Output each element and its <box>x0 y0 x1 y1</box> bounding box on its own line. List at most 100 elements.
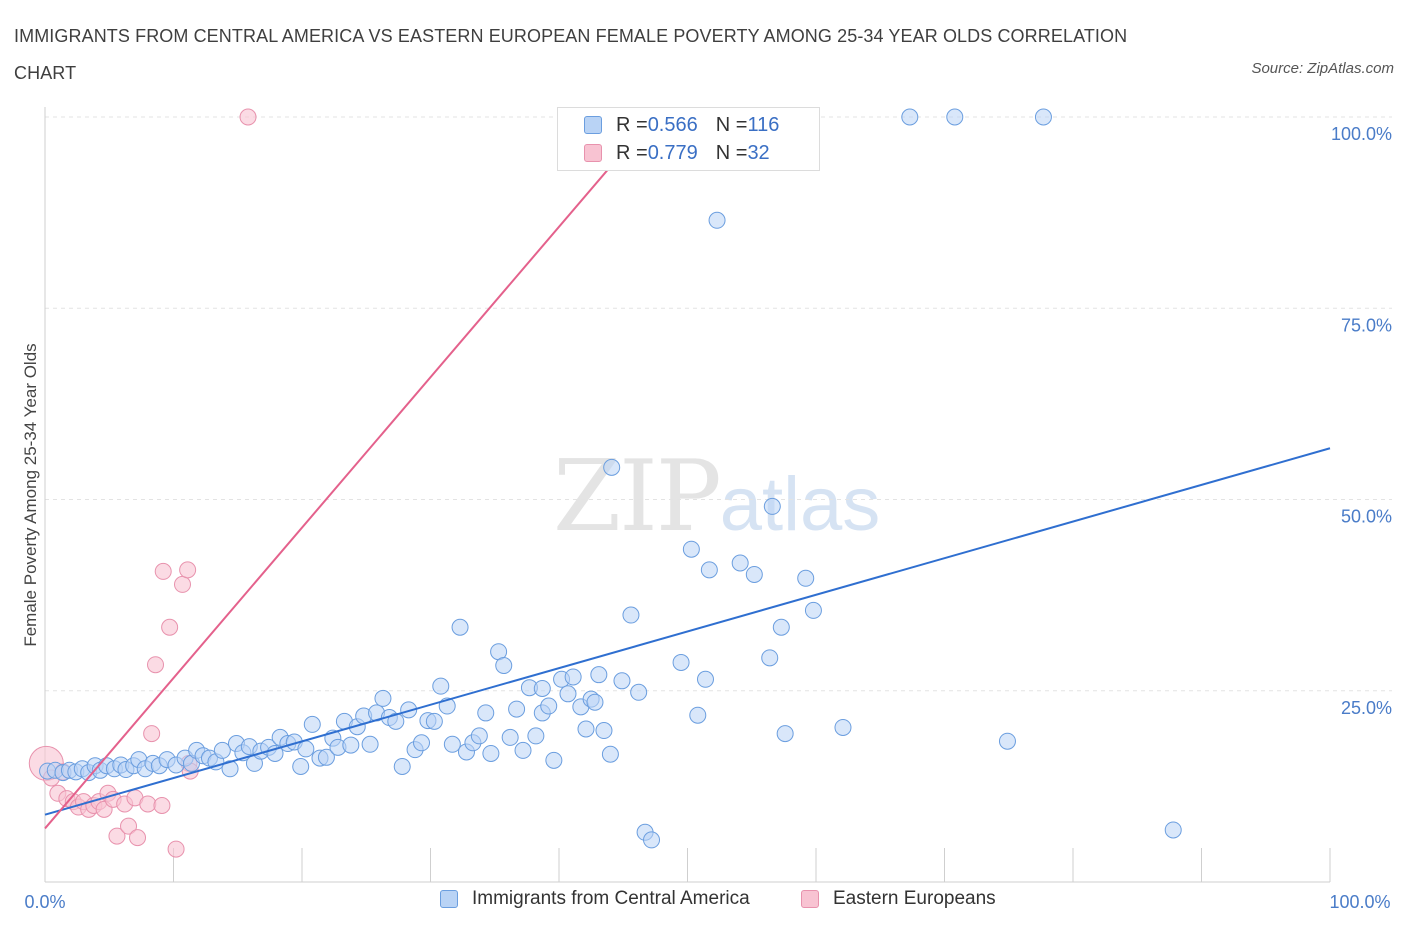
data-point-central-america <box>387 712 405 730</box>
stats-legend: R = 0.566 N = 116 R = 0.779 N = 32 <box>557 107 820 171</box>
data-point-eastern-europeans <box>154 562 172 580</box>
chart-title: IMMIGRANTS FROM CENTRAL AMERICA VS EASTE… <box>14 26 1128 83</box>
data-point-central-america <box>586 693 604 711</box>
watermark-atlas: atlas <box>719 462 881 547</box>
legend-item-eastern-europeans[interactable]: Eastern Europeans <box>801 888 996 910</box>
data-point-central-america <box>559 685 577 703</box>
central-america-points <box>39 108 1182 849</box>
data-point-central-america <box>601 745 619 763</box>
data-point-central-america <box>470 727 488 745</box>
chart-source: Source: ZipAtlas.com <box>1251 60 1394 77</box>
data-point-central-america <box>731 554 749 572</box>
data-point-central-america <box>482 744 500 762</box>
data-point-central-america <box>763 497 781 515</box>
bottom-legend: Immigrants from Central America Eastern … <box>0 888 1406 916</box>
data-point-central-america <box>400 701 418 719</box>
y-tick-label-50: 50.0% <box>1341 507 1392 527</box>
data-point-eastern-europeans <box>153 797 171 814</box>
blue-swatch-icon <box>440 890 458 908</box>
y-tick-label-75: 75.0% <box>1341 315 1392 335</box>
n-value: 116 <box>747 113 780 136</box>
trend-line-central-america <box>44 447 1331 816</box>
data-point-central-america <box>514 741 532 759</box>
watermark: ZIPatlas <box>553 440 880 554</box>
data-point-central-america <box>432 677 450 695</box>
data-point-eastern-europeans <box>147 656 165 674</box>
r-value: 0.779 <box>647 141 698 164</box>
watermark-zip: ZIP <box>553 440 722 554</box>
trend-line-eastern-europeans <box>44 116 654 830</box>
data-point-central-america <box>545 751 563 769</box>
data-point-central-america <box>834 718 852 736</box>
legend-label: Eastern Europeans <box>833 888 996 909</box>
data-point-central-america <box>303 715 321 733</box>
x-tick-label-max: 100.0% <box>1329 892 1390 912</box>
data-point-central-america <box>682 540 700 558</box>
data-point-central-america <box>1034 108 1052 126</box>
data-point-central-america <box>776 725 794 743</box>
data-point-central-america <box>998 732 1016 750</box>
data-point-central-america <box>613 672 631 690</box>
data-point-central-america <box>425 712 443 730</box>
stats-row-central-america: R = 0.566 N = 116 <box>584 112 779 138</box>
data-point-eastern-europeans <box>129 829 147 847</box>
data-point-central-america <box>451 618 469 636</box>
data-point-central-america <box>533 679 551 697</box>
legend-label: Immigrants from Central America <box>472 888 750 909</box>
n-value: 32 <box>747 141 770 164</box>
data-point-central-america <box>477 704 495 722</box>
n-label: N = <box>715 113 748 136</box>
data-point-central-america <box>495 657 513 675</box>
data-point-central-america <box>527 727 545 745</box>
r-label: R = <box>616 141 648 164</box>
data-point-central-america <box>342 736 360 754</box>
data-point-central-america <box>317 748 335 766</box>
stats-row-eastern-europeans: R = 0.779 N = 32 <box>584 140 770 166</box>
data-point-central-america <box>603 458 621 476</box>
data-point-central-america <box>772 618 790 636</box>
x-tick-label-min: 0.0% <box>24 892 65 912</box>
data-point-central-america <box>804 601 822 619</box>
data-point-central-america <box>1164 821 1182 839</box>
data-point-central-america <box>564 668 582 686</box>
data-point-eastern-europeans <box>173 575 191 593</box>
n-label: N = <box>715 141 748 164</box>
data-point-central-america <box>297 740 315 758</box>
data-point-central-america <box>361 735 379 753</box>
data-point-eastern-europeans <box>139 795 157 813</box>
data-point-central-america <box>689 706 707 724</box>
data-point-central-america <box>221 760 239 778</box>
data-point-central-america <box>595 722 613 740</box>
data-point-eastern-europeans <box>120 817 138 835</box>
data-point-central-america <box>708 211 726 229</box>
data-point-central-america <box>622 606 640 624</box>
data-point-central-america <box>901 108 919 126</box>
data-point-central-america <box>213 741 231 759</box>
data-point-central-america <box>501 728 519 746</box>
data-point-central-america <box>443 735 461 753</box>
data-point-central-america <box>590 666 608 684</box>
data-point-central-america <box>745 565 763 583</box>
pink-swatch-icon <box>584 144 602 162</box>
data-point-central-america <box>374 689 392 707</box>
data-point-central-america <box>577 720 595 738</box>
data-point-central-america <box>643 831 661 849</box>
tick-label-layer: 25.0% 50.0% 75.0% 100.0% 0.0% 100.0% <box>24 124 1392 912</box>
grid-layer <box>45 116 1392 692</box>
data-point-eastern-europeans <box>143 725 161 743</box>
pink-swatch-icon <box>801 890 819 908</box>
trend-layer <box>44 116 1331 830</box>
data-point-central-america <box>413 734 431 752</box>
legend-item-central-america[interactable]: Immigrants from Central America <box>440 888 750 910</box>
data-point-central-america <box>946 108 964 126</box>
data-point-eastern-europeans <box>167 840 185 858</box>
y-tick-label-25: 25.0% <box>1341 698 1392 718</box>
data-point-central-america <box>797 569 815 587</box>
data-point-central-america <box>292 757 310 775</box>
data-point-eastern-europeans <box>108 827 126 845</box>
data-point-central-america <box>700 561 718 579</box>
data-point-central-america <box>696 670 714 688</box>
data-point-central-america <box>672 653 690 671</box>
data-point-eastern-europeans <box>239 108 257 126</box>
